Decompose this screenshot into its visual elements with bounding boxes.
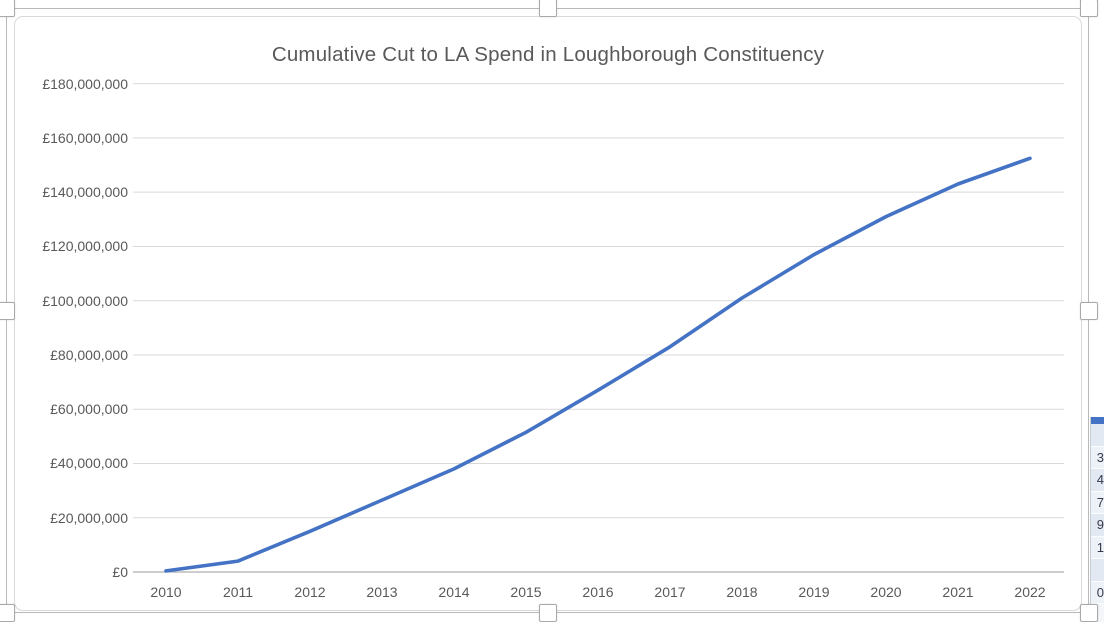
y-tick-label: £120,000,000 [42,238,128,255]
x-tick-label: 2020 [870,584,902,600]
y-tick-label: £140,000,000 [42,184,128,201]
table-header-band [1091,417,1104,424]
y-tick-label: £100,000,000 [42,292,128,309]
x-tick-label: 2017 [654,584,686,600]
x-tick-label: 2022 [1014,584,1046,600]
resize-handle-top-center[interactable] [538,0,557,17]
spreadsheet-cell-fragment[interactable]: 4 [1091,469,1104,492]
resize-handle-bottom-center[interactable] [538,604,557,622]
x-tick-label: 2016 [582,584,614,600]
spreadsheet-cell-fragment[interactable]: 1 [1091,536,1104,559]
x-tick-label: 2014 [438,584,470,600]
resize-handle-top-right[interactable] [1080,0,1098,17]
spreadsheet-cell-fragment[interactable] [1091,559,1104,582]
x-tick-label: 2018 [726,584,758,600]
x-tick-label: 2011 [222,584,254,600]
resize-handle-top-left[interactable] [0,0,15,17]
spreadsheet-cell-fragment[interactable]: 9 [1091,514,1104,537]
x-tick-label: 2015 [510,584,542,600]
x-tick-label: 2021 [942,584,974,600]
resize-handle-bottom-left[interactable] [0,604,15,622]
spreadsheet-cell-fragment[interactable]: 3 [1091,446,1104,469]
spreadsheet-cell-fragment[interactable]: 0 [1091,581,1104,604]
y-tick-label: £160,000,000 [42,129,128,146]
x-tick-label: 2012 [294,584,326,600]
x-tick-label: 2010 [150,584,182,600]
y-tick-label: £40,000,000 [50,455,128,472]
y-tick-label: £20,000,000 [50,509,128,526]
data-line-series[interactable] [164,156,1032,573]
x-tick-label: 2019 [798,584,830,600]
y-tick-label: £0 [112,564,128,580]
y-tick-label: £60,000,000 [50,401,128,418]
y-tick-label: £180,000,000 [42,75,128,92]
spreadsheet-cell-fragment[interactable]: 7 [1091,491,1104,514]
x-tick-label: 2013 [366,584,398,600]
spreadsheet-cell-fragment[interactable] [1091,424,1104,447]
resize-handle-middle-left[interactable] [0,301,15,320]
resize-handle-middle-right[interactable] [1080,301,1098,320]
y-tick-label: £80,000,000 [50,346,128,363]
resize-handle-bottom-right[interactable] [1080,604,1098,622]
chart-title: Cumulative Cut to LA Spend in Loughborou… [271,43,825,66]
